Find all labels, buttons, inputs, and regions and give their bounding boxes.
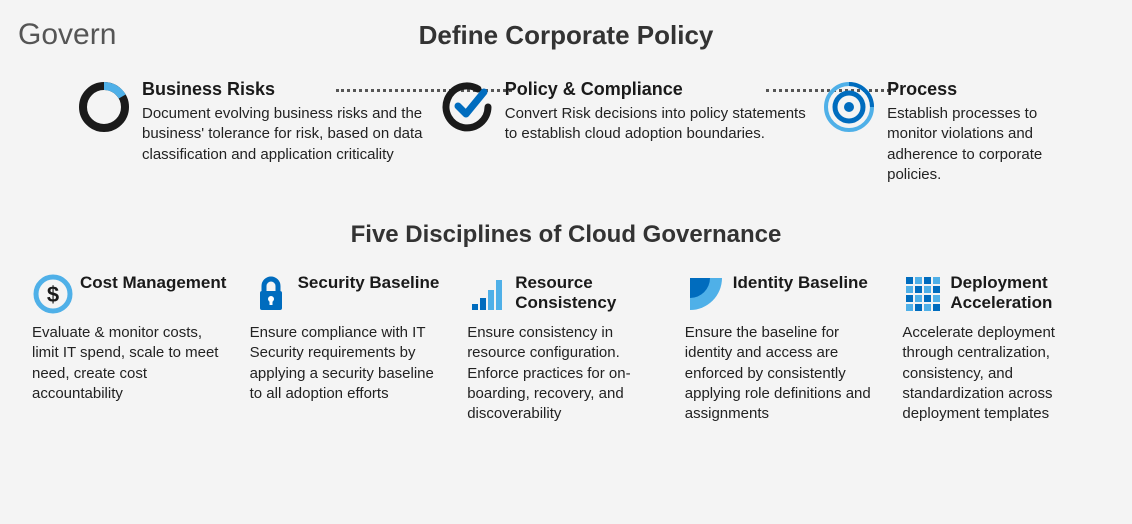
policy-desc: Document evolving business risks and the… [142, 104, 439, 165]
policy-business-risks: Business Risks Document evolving busines… [76, 79, 439, 185]
discipline-title: Resource Consistency [515, 273, 665, 312]
policy-row: Business Risks Document evolving busines… [76, 79, 1076, 185]
discipline-desc: Ensure the baseline for identity and acc… [685, 323, 883, 424]
discipline-desc: Evaluate & monitor costs, limit IT spend… [32, 323, 230, 404]
quarter-icon [685, 273, 727, 315]
discipline-deployment: Deployment Acceleration Accelerate deplo… [902, 273, 1100, 424]
discipline-cost: $ Cost Management Evaluate & monitor cos… [32, 273, 230, 424]
grid-icon [902, 273, 944, 315]
svg-text:$: $ [47, 282, 59, 307]
policy-title: Business Risks [142, 79, 439, 100]
policy-title: Policy & Compliance [505, 79, 821, 100]
disciplines-row: $ Cost Management Evaluate & monitor cos… [32, 273, 1100, 424]
check-circle-icon [439, 79, 495, 135]
main-title: Define Corporate Policy [16, 20, 1116, 51]
ring-icon [76, 79, 132, 135]
policy-compliance: Policy & Compliance Convert Risk decisio… [439, 79, 821, 185]
discipline-title: Deployment Acceleration [950, 273, 1100, 312]
policy-title: Process [887, 79, 1076, 100]
policy-desc: Establish processes to monitor violation… [887, 104, 1076, 185]
discipline-desc: Ensure consistency in resource configura… [467, 323, 665, 424]
discipline-desc: Ensure compliance with IT Security requi… [250, 323, 448, 404]
radar-icon [821, 79, 877, 135]
discipline-title: Security Baseline [298, 273, 440, 293]
sub-title: Five Disciplines of Cloud Governance [16, 221, 1116, 249]
discipline-title: Identity Baseline [733, 273, 868, 293]
policy-desc: Convert Risk decisions into policy state… [505, 104, 821, 145]
lock-icon [250, 273, 292, 315]
policy-process: Process Establish processes to monitor v… [821, 79, 1076, 185]
page-label: Govern [18, 18, 116, 52]
discipline-security: Security Baseline Ensure compliance with… [250, 273, 448, 424]
discipline-resource: Resource Consistency Ensure consistency … [467, 273, 665, 424]
dollar-icon: $ [32, 273, 74, 315]
discipline-title: Cost Management [80, 273, 226, 293]
discipline-identity: Identity Baseline Ensure the baseline fo… [685, 273, 883, 424]
discipline-desc: Accelerate deployment through centraliza… [902, 323, 1100, 424]
bars-icon [467, 273, 509, 315]
